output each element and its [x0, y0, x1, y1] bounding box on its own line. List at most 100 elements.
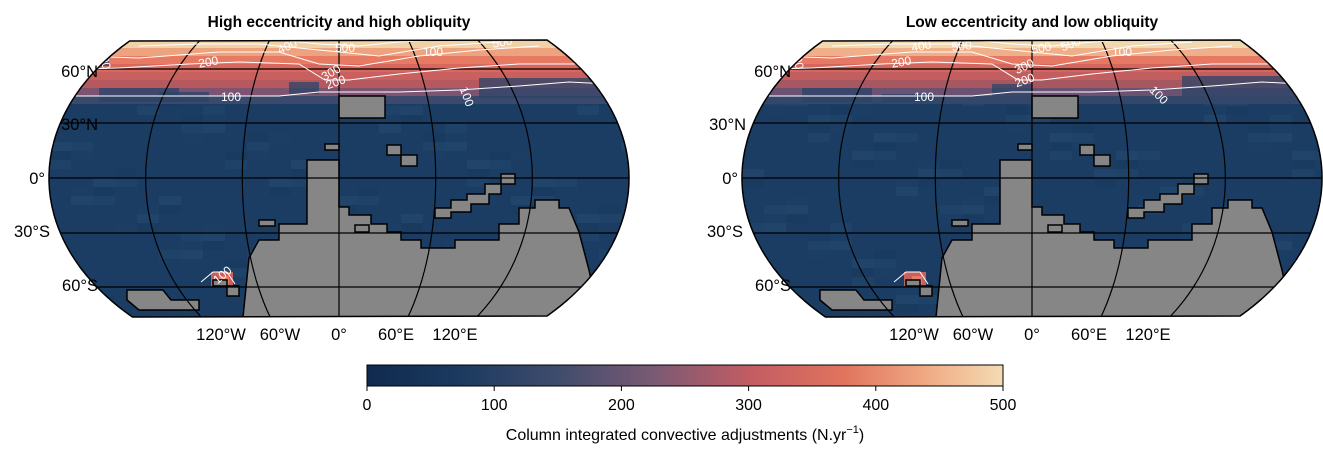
ocean-cell [401, 115, 423, 124]
ocean-cell [1292, 286, 1314, 295]
island [905, 279, 921, 287]
ocean-cell [71, 304, 93, 313]
ocean-cell [357, 196, 379, 205]
panel-title: Low eccentricity and low obliquity [906, 14, 1159, 31]
ocean-cell [830, 241, 852, 250]
ocean-cell [1116, 151, 1138, 160]
ocean-cell [1270, 241, 1292, 250]
meridian-line [1170, 40, 1226, 317]
ocean-cell [621, 241, 629, 250]
colorbar: 0 100 200 300 400 500 Column integrated … [363, 364, 1017, 444]
ocean-cell [1050, 133, 1072, 142]
ocean-cell [203, 232, 225, 241]
lon-label-0: 0° [1024, 326, 1040, 344]
ocean-cell [71, 196, 93, 205]
ocean-cell [852, 106, 874, 115]
ocean-cell [1248, 133, 1270, 142]
ocean-cell [225, 160, 247, 169]
ocean-cell [808, 124, 830, 133]
ocean-cell [71, 151, 93, 160]
contour-label: 400 [910, 37, 932, 54]
ocean-cell [1050, 151, 1072, 160]
ocean-cell [467, 178, 489, 187]
island [1093, 154, 1111, 167]
band-patch [289, 82, 319, 94]
ocean-cell [1006, 124, 1028, 133]
ocean-cell [1116, 160, 1138, 169]
ocean-cell [874, 259, 896, 268]
ocean-cell [1248, 142, 1270, 151]
ocean-cell [335, 196, 357, 205]
ocean-cell [874, 151, 896, 160]
contour-line [200, 271, 236, 285]
ocean-cell [445, 142, 467, 151]
island [919, 285, 933, 297]
ocean-cell [1116, 169, 1138, 178]
land-masses [819, 95, 1293, 317]
ocean-cell [247, 142, 269, 151]
ocean-cell [1292, 169, 1314, 178]
landmass-north [1031, 95, 1079, 119]
ocean-cell [874, 142, 896, 151]
lon-label-60w: 60°W [260, 326, 301, 344]
ocean-cell [1204, 115, 1226, 124]
contour-label: 500 [335, 41, 355, 55]
ocean-cell [1270, 115, 1292, 124]
lon-label-120e: 120°E [1125, 326, 1170, 344]
ocean-cell [555, 178, 577, 187]
ocean-cell [1094, 178, 1116, 187]
contour-label: 200 [324, 72, 348, 92]
contour-label: 200 [197, 53, 219, 70]
ocean-cell [1270, 124, 1292, 133]
ocean-cell [830, 223, 852, 232]
ocean-cell [940, 169, 962, 178]
ocean-cell [742, 178, 764, 187]
ocean-cell [225, 268, 247, 277]
ocean-cell [874, 133, 896, 142]
island [258, 219, 276, 227]
ocean-cell [49, 160, 71, 169]
ocean-cell [599, 250, 621, 259]
ocean-cell [742, 223, 764, 232]
lat-label-eq: 0° [29, 170, 45, 188]
ocean-cell [379, 115, 401, 124]
ocean-cell [115, 169, 137, 178]
ocean-cell [1028, 115, 1050, 124]
lat-label-30s: 30°S [14, 223, 50, 241]
contour-label: 100 [221, 90, 241, 104]
colorbar-tick-label: 500 [990, 397, 1017, 414]
ocean-cell [1314, 268, 1322, 277]
ocean-cell [401, 214, 423, 223]
ocean-cell [291, 160, 313, 169]
meridian-line [407, 40, 437, 317]
ocean-cell [71, 313, 93, 317]
map-border [48, 39, 630, 318]
contour-label: 100 [1112, 45, 1132, 59]
ocean-cell [764, 205, 786, 214]
ocean-cell [896, 133, 918, 142]
contour-label: 500 [491, 33, 513, 50]
meridian-line [477, 40, 533, 317]
ocean-cell [115, 223, 137, 232]
ocean-cell [159, 205, 181, 214]
ocean-cell [808, 232, 830, 241]
lon-label-120e: 120°E [432, 326, 477, 344]
colorbar-tick-label: 400 [862, 397, 889, 414]
ocean-cell [577, 106, 599, 115]
ocean-cell [49, 268, 71, 277]
ocean-cell [918, 169, 940, 178]
contour-line [893, 271, 929, 285]
ocean-cell [874, 250, 896, 259]
ocean-cell [577, 214, 599, 223]
island [354, 224, 370, 233]
ocean-cell [269, 187, 291, 196]
ocean-cell [1314, 160, 1322, 169]
ocean-cell [225, 259, 247, 268]
ocean-cell [181, 133, 203, 142]
map-panel-low-ecc: Low eccentricity and low obliquity 100 10… [707, 14, 1323, 344]
ocean-cell [786, 313, 808, 317]
contour-label: 100 [914, 90, 934, 104]
